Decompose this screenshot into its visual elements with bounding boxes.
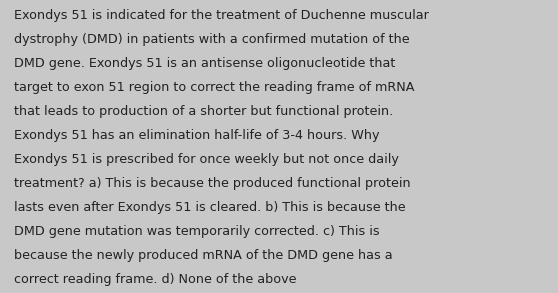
Text: dystrophy (DMD) in patients with a confirmed mutation of the: dystrophy (DMD) in patients with a confi… <box>14 33 410 46</box>
Text: DMD gene mutation was temporarily corrected. c) This is: DMD gene mutation was temporarily correc… <box>14 225 379 238</box>
Text: lasts even after Exondys 51 is cleared. b) This is because the: lasts even after Exondys 51 is cleared. … <box>14 201 406 214</box>
Text: target to exon 51 region to correct the reading frame of mRNA: target to exon 51 region to correct the … <box>14 81 415 94</box>
Text: treatment? a) This is because the produced functional protein: treatment? a) This is because the produc… <box>14 177 411 190</box>
Text: Exondys 51 is indicated for the treatment of Duchenne muscular: Exondys 51 is indicated for the treatmen… <box>14 9 429 22</box>
Text: that leads to production of a shorter but functional protein.: that leads to production of a shorter bu… <box>14 105 393 118</box>
Text: Exondys 51 is prescribed for once weekly but not once daily: Exondys 51 is prescribed for once weekly… <box>14 153 399 166</box>
Text: correct reading frame. d) None of the above: correct reading frame. d) None of the ab… <box>14 273 296 286</box>
Text: because the newly produced mRNA of the DMD gene has a: because the newly produced mRNA of the D… <box>14 249 393 262</box>
Text: DMD gene. Exondys 51 is an antisense oligonucleotide that: DMD gene. Exondys 51 is an antisense oli… <box>14 57 395 70</box>
Text: Exondys 51 has an elimination half-life of 3-4 hours. Why: Exondys 51 has an elimination half-life … <box>14 129 379 142</box>
